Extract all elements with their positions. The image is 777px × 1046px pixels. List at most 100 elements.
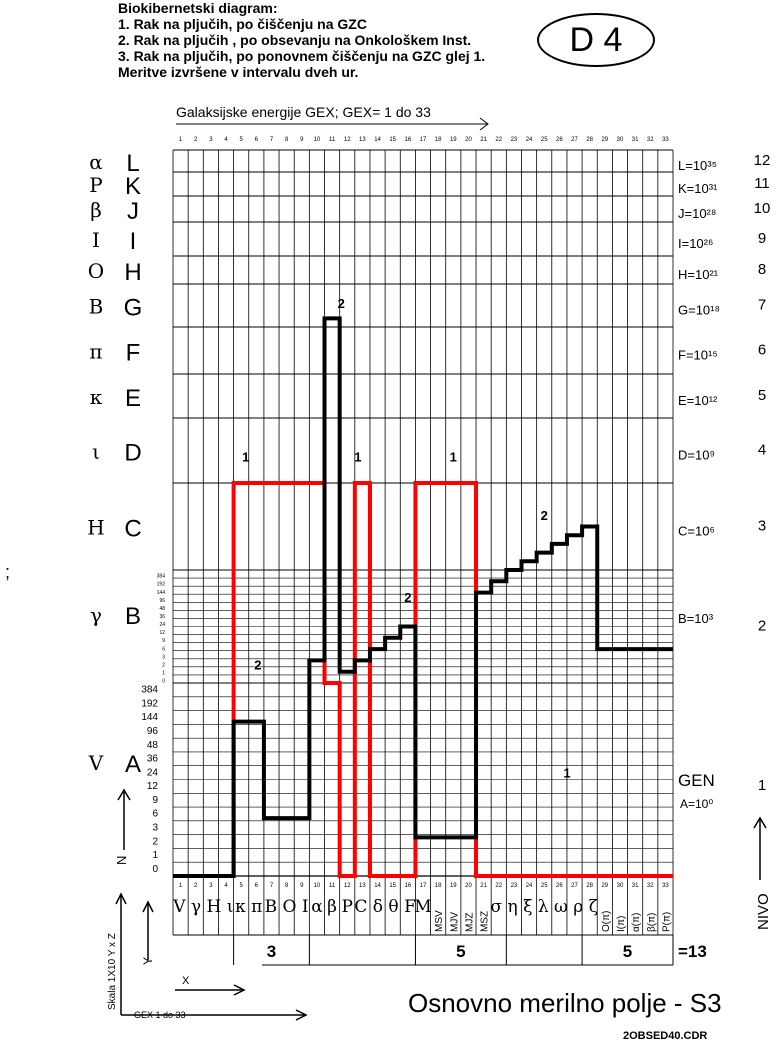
group-total: 5 xyxy=(623,942,632,961)
category-label: M xyxy=(414,897,431,917)
x-tick-label-bottom: 19 xyxy=(450,883,457,889)
nivo-number: 2 xyxy=(758,617,766,634)
x-tick-label: 24 xyxy=(526,137,533,143)
x-tick-label: 18 xyxy=(435,137,442,143)
level-letter-label: A xyxy=(125,751,141,778)
x-tick-label: 11 xyxy=(329,137,336,143)
category-label: κ π xyxy=(235,897,262,917)
x-tick-label-bottom: 18 xyxy=(435,883,442,889)
x-tick-label: 1 xyxy=(179,137,183,143)
series-label: 2 xyxy=(254,658,261,673)
sub-scale-label-b: 1 xyxy=(162,671,165,677)
x-tick-label-bottom: 29 xyxy=(601,883,608,889)
x-tick-label: 3 xyxy=(209,137,213,143)
header-line: Meritve izvršene v intervalu dveh ur. xyxy=(118,64,359,80)
x-tick-label: 10 xyxy=(314,137,321,143)
sub-scale-label: 48 xyxy=(147,740,159,751)
sub-scale-label: 0 xyxy=(152,864,158,875)
x-tick-label-bottom: 33 xyxy=(662,883,669,889)
nivo-arrow-head xyxy=(753,816,767,829)
level-exponent-label: I=10²⁶ xyxy=(678,236,713,251)
series-label: 2 xyxy=(338,296,345,311)
level-letter-label: L xyxy=(126,150,139,177)
level-letter-label: E xyxy=(125,385,141,412)
sub-scale-label-b: 192 xyxy=(157,582,166,588)
x-tick-label-bottom: 16 xyxy=(405,883,412,889)
category-label: α xyxy=(311,897,323,917)
sub-scale-label-b: 12 xyxy=(159,630,165,636)
total-label: =13 xyxy=(678,942,707,961)
level-letter-label: K xyxy=(125,173,141,200)
x-tick-label-bottom: 24 xyxy=(526,883,533,889)
level-exponent-label: K=10³¹ xyxy=(678,181,718,196)
scale-label: Skala 1X10 Y x Z xyxy=(107,933,118,1010)
x-tick-label-bottom: 15 xyxy=(389,883,396,889)
x-tick-label: 21 xyxy=(480,137,487,143)
level-greek-label: B xyxy=(89,295,104,319)
x-tick-label-bottom: 20 xyxy=(465,883,472,889)
x-tick-label-bottom: 25 xyxy=(541,883,548,889)
sub-scale-label: 96 xyxy=(147,726,159,737)
category-label: V γ H ι xyxy=(172,897,233,917)
sub-scale-label-b: 144 xyxy=(157,590,166,596)
x-tick-label-bottom: 7 xyxy=(270,883,274,889)
gen-extra-label: A=10⁰ xyxy=(680,797,713,811)
title-arrow-head xyxy=(479,117,489,131)
group-total: 5 xyxy=(456,942,465,961)
level-exponent-label: B=10³ xyxy=(678,611,714,626)
header-line: 1. Rak na pljučih, po čiščenju na GZC xyxy=(118,16,367,32)
x-tick-label-bottom: 2 xyxy=(194,883,198,889)
axis-y-main-head xyxy=(115,892,127,905)
x-tick-label: 6 xyxy=(255,137,259,143)
sub-scale-label: 12 xyxy=(147,781,159,792)
x-tick-label: 23 xyxy=(511,137,518,143)
x-tick-label-bottom: 30 xyxy=(617,883,624,889)
category-label: C δ θ F xyxy=(354,897,416,917)
level-greek-label: γ xyxy=(90,603,102,627)
category-vertical-label: α(π) xyxy=(631,913,642,932)
sub-scale-label-b: 0 xyxy=(162,679,165,685)
sub-scale-label: 1 xyxy=(152,850,158,861)
nivo-number: 8 xyxy=(758,261,766,278)
series-label: 1 xyxy=(563,766,570,781)
x-tick-label: 19 xyxy=(450,137,457,143)
sub-scale-label-b: 24 xyxy=(159,622,165,628)
level-letter-label: I xyxy=(130,228,137,255)
x-tick-label-bottom: 32 xyxy=(647,883,654,889)
level-letter-label: J xyxy=(127,198,139,225)
category-label: B O I xyxy=(265,897,309,917)
level-greek-label: O xyxy=(88,259,104,283)
x-tick-label: 26 xyxy=(556,137,563,143)
level-letter-label: C xyxy=(124,516,141,543)
x-tick-label-bottom: 14 xyxy=(374,883,381,889)
level-exponent-label: E=10¹² xyxy=(678,393,718,408)
category-label: P xyxy=(342,897,353,917)
x-tick-label: 8 xyxy=(285,137,289,143)
category-vertical-label: β(π) xyxy=(646,913,657,932)
x-tick-label: 32 xyxy=(647,137,654,143)
x-tick-label: 13 xyxy=(359,137,366,143)
n-arrow-head xyxy=(117,788,131,801)
level-letter-label: H xyxy=(124,259,141,286)
sub-scale-label-b: 6 xyxy=(162,646,165,652)
axis-y-label: Y xyxy=(141,957,155,965)
footer-title: Osnovno merilno polje - S3 xyxy=(408,988,722,1018)
category-label: σ η ξ λ ω ρ ζ xyxy=(491,897,598,917)
x-tick-label: 33 xyxy=(662,137,669,143)
level-greek-label: P xyxy=(89,173,102,197)
level-exponent-label: G=10¹⁸ xyxy=(678,303,720,318)
x-tick-label: 16 xyxy=(405,137,412,143)
axis-x-label: X xyxy=(182,975,190,987)
sub-scale-label-b: 3 xyxy=(162,654,165,660)
sub-scale-label-b: 36 xyxy=(159,614,165,620)
x-tick-label-bottom: 9 xyxy=(300,883,304,889)
x-tick-label: 27 xyxy=(571,137,578,143)
semicolon-mark: ; xyxy=(5,562,10,582)
level-greek-label: H xyxy=(87,516,104,540)
series-label: 1 xyxy=(354,450,361,465)
level-greek-label: β xyxy=(90,198,102,222)
sub-scale-label: 2 xyxy=(152,836,158,847)
x-tick-label: 29 xyxy=(601,137,608,143)
series-label: 2 xyxy=(404,590,411,605)
